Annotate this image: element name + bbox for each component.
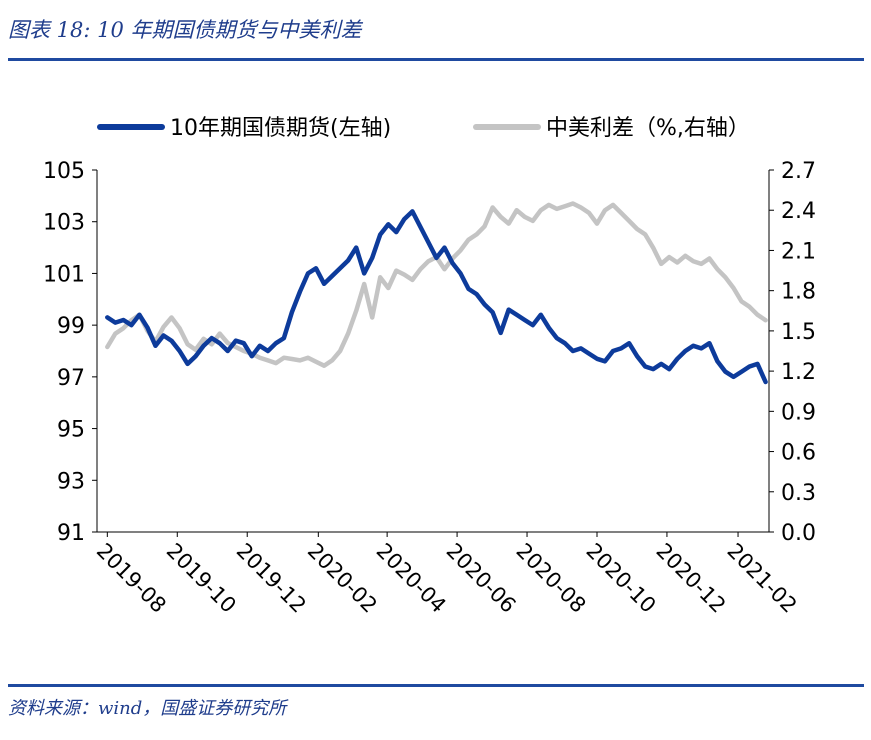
- y-right-tick-label: 1.5: [781, 320, 816, 345]
- y-left-tick-label: 95: [57, 418, 85, 443]
- x-tick-label: 2020-02: [303, 539, 382, 618]
- y-right-tick-label: 0.0: [781, 521, 816, 546]
- legend-label: 中美利差（%,右轴）: [546, 116, 750, 141]
- y-left-tick-label: 91: [57, 521, 85, 546]
- legend-bond-futures: 10年期国债期货(左轴): [97, 116, 391, 141]
- x-tick-label: 2019-08: [92, 539, 171, 618]
- y-right-tick-label: 2.4: [781, 199, 816, 224]
- x-tick-label: 2020-04: [372, 539, 451, 618]
- y-right-tick-label: 2.1: [781, 239, 816, 264]
- x-tick-label: 2020-10: [581, 539, 660, 618]
- legend-label: 10年期国债期货(左轴): [170, 116, 391, 141]
- y-right-tick-label: 2.7: [781, 159, 816, 184]
- figure-title: 图表 18: 10 年期国债期货与中美利差: [8, 18, 362, 42]
- y-right-tick-label: 0.3: [781, 481, 816, 506]
- y-left-tick-label: 103: [43, 211, 85, 236]
- x-tick-label: 2020-12: [651, 539, 730, 618]
- y-left-tick-label: 93: [57, 469, 85, 494]
- figure-header: 图表 18: 10 年期国债期货与中美利差: [0, 0, 871, 62]
- y-left-tick-label: 99: [57, 314, 85, 339]
- y-right-tick-label: 0.6: [781, 441, 816, 466]
- legend-yield-spread: 中美利差（%,右轴）: [473, 116, 750, 141]
- y-right-tick-label: 0.9: [781, 400, 816, 425]
- y-left-tick-label: 101: [43, 262, 85, 287]
- x-tick-label: 2020-08: [511, 539, 590, 618]
- series-lines: [105, 201, 768, 385]
- y-left-tick-label: 105: [43, 159, 85, 184]
- bond-futures-line: [105, 209, 768, 385]
- x-tick-label: 2021-02: [723, 539, 802, 618]
- y-left-tick-label: 97: [57, 366, 85, 391]
- bottom-rule: [8, 684, 864, 687]
- y-right-tick-label: 1.2: [781, 360, 816, 385]
- x-tick-label: 2020-06: [442, 539, 521, 618]
- legend: 10年期国债期货(左轴) 中美利差（%,右轴）: [97, 116, 750, 141]
- top-rule: [8, 58, 864, 61]
- y-right-tick-label: 1.8: [781, 280, 816, 305]
- x-tick-label: 2019-10: [162, 539, 241, 618]
- axes: 105 103 101 99 97 95 93 91 2.7 2.4 2.1 1.8 1.5 1.2 0.9…: [43, 159, 816, 618]
- source-note: 资料来源：wind，国盛证券研究所: [8, 698, 287, 719]
- x-tick-label: 2019-12: [232, 539, 311, 618]
